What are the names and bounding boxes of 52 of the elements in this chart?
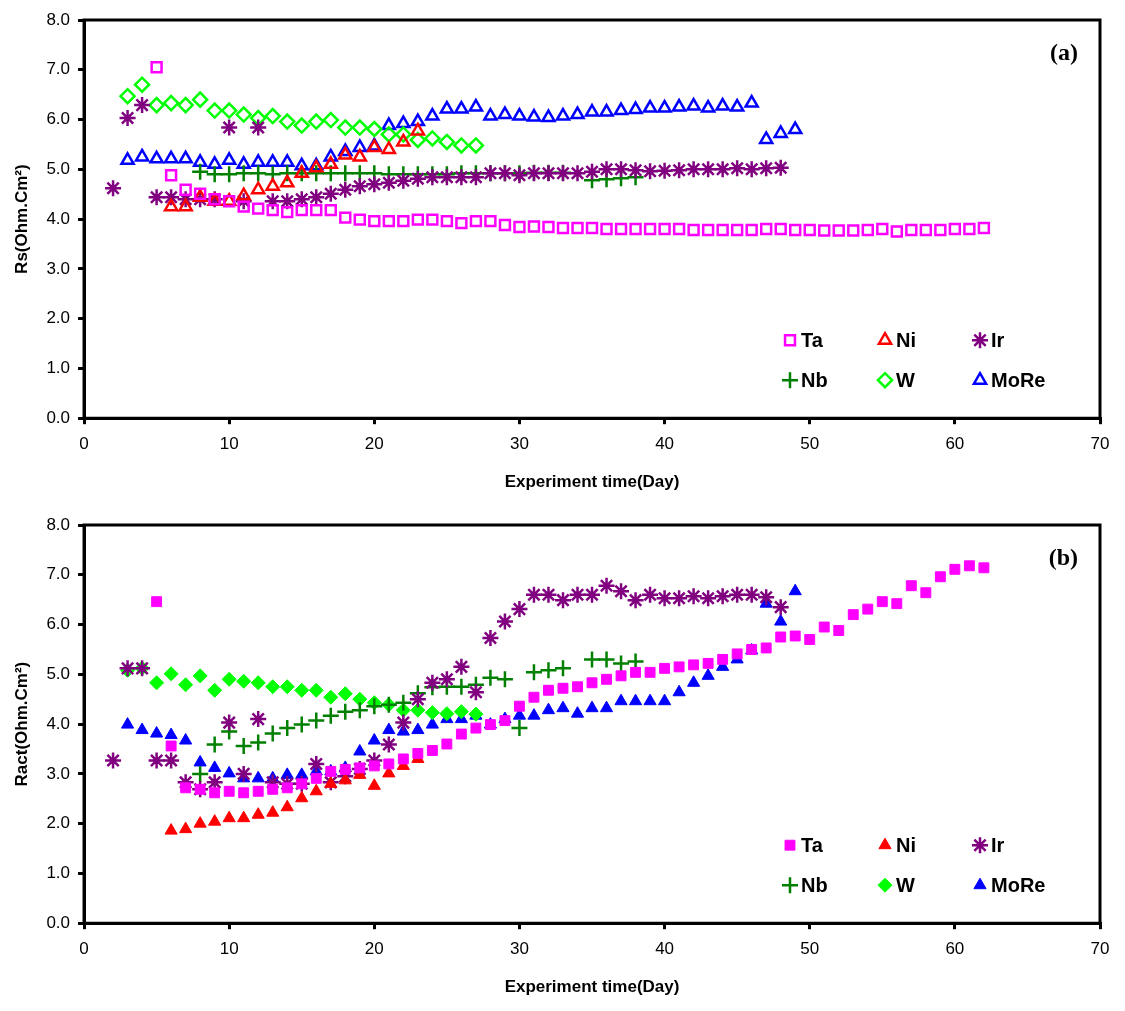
y-tick-label: 2.0 <box>46 813 71 833</box>
x-tick-label: 10 <box>219 939 239 959</box>
y-axis-title: Rs(Ohm.Cm²) <box>11 164 31 274</box>
x-tick-label: 0 <box>79 939 89 959</box>
legend-label: Ni <box>896 833 916 856</box>
x-tick-label: 20 <box>364 434 384 454</box>
y-tick-label: 7.0 <box>46 59 71 79</box>
legend-label: Ni <box>896 328 916 351</box>
x-tick-label: 50 <box>800 434 820 454</box>
legend-label: Ir <box>991 833 1005 856</box>
y-tick-label: 2.0 <box>46 308 71 328</box>
y-tick-label: 6.0 <box>46 614 71 634</box>
y-tick-label: 5.0 <box>46 159 71 179</box>
y-tick-label: 4.0 <box>46 713 71 733</box>
y-tick-label: 5.0 <box>46 664 71 684</box>
y-tick-label: 1.0 <box>46 358 71 378</box>
annotation: (a) <box>1050 39 1078 65</box>
y-tick-label: 7.0 <box>46 564 71 584</box>
legend-label: W <box>896 873 915 896</box>
x-axis-title: Experiment time(Day) <box>504 977 680 997</box>
legend-label: Ir <box>991 328 1005 351</box>
y-tick-label: 1.0 <box>46 863 71 883</box>
y-tick-label: 0.0 <box>46 912 71 932</box>
y-tick-label: 0.0 <box>46 407 71 427</box>
x-tick-label: 70 <box>1090 939 1110 959</box>
y-tick-label: 8.0 <box>46 514 71 534</box>
y-tick-label: 8.0 <box>46 9 71 29</box>
legend-label: Nb <box>801 873 828 896</box>
x-tick-label: 60 <box>945 434 965 454</box>
x-tick-label: 40 <box>655 434 675 454</box>
x-tick-label: 20 <box>364 939 384 959</box>
x-tick-label: 10 <box>219 434 239 454</box>
y-tick-label: 3.0 <box>46 763 71 783</box>
y-tick-label: 3.0 <box>46 258 71 278</box>
y-axis-title: Ract(Ohm.Cm²) <box>11 661 31 787</box>
legend-label: Nb <box>801 368 828 391</box>
annotation: (b) <box>1048 544 1078 570</box>
x-tick-label: 30 <box>509 434 529 454</box>
legend-label: W <box>896 368 915 391</box>
legend-label: Ta <box>801 833 824 856</box>
y-tick-label: 4.0 <box>46 208 71 228</box>
legend-label: MoRe <box>991 873 1046 896</box>
x-tick-label: 40 <box>655 939 675 959</box>
legend-label: MoRe <box>991 368 1046 391</box>
y-tick-label: 6.0 <box>46 109 71 129</box>
x-axis-title: Experiment time(Day) <box>504 472 680 492</box>
legend-label: Ta <box>801 328 824 351</box>
x-tick-label: 0 <box>79 434 89 454</box>
x-tick-label: 30 <box>509 939 529 959</box>
x-tick-label: 70 <box>1090 434 1110 454</box>
x-tick-label: 60 <box>945 939 965 959</box>
x-tick-label: 50 <box>800 939 820 959</box>
